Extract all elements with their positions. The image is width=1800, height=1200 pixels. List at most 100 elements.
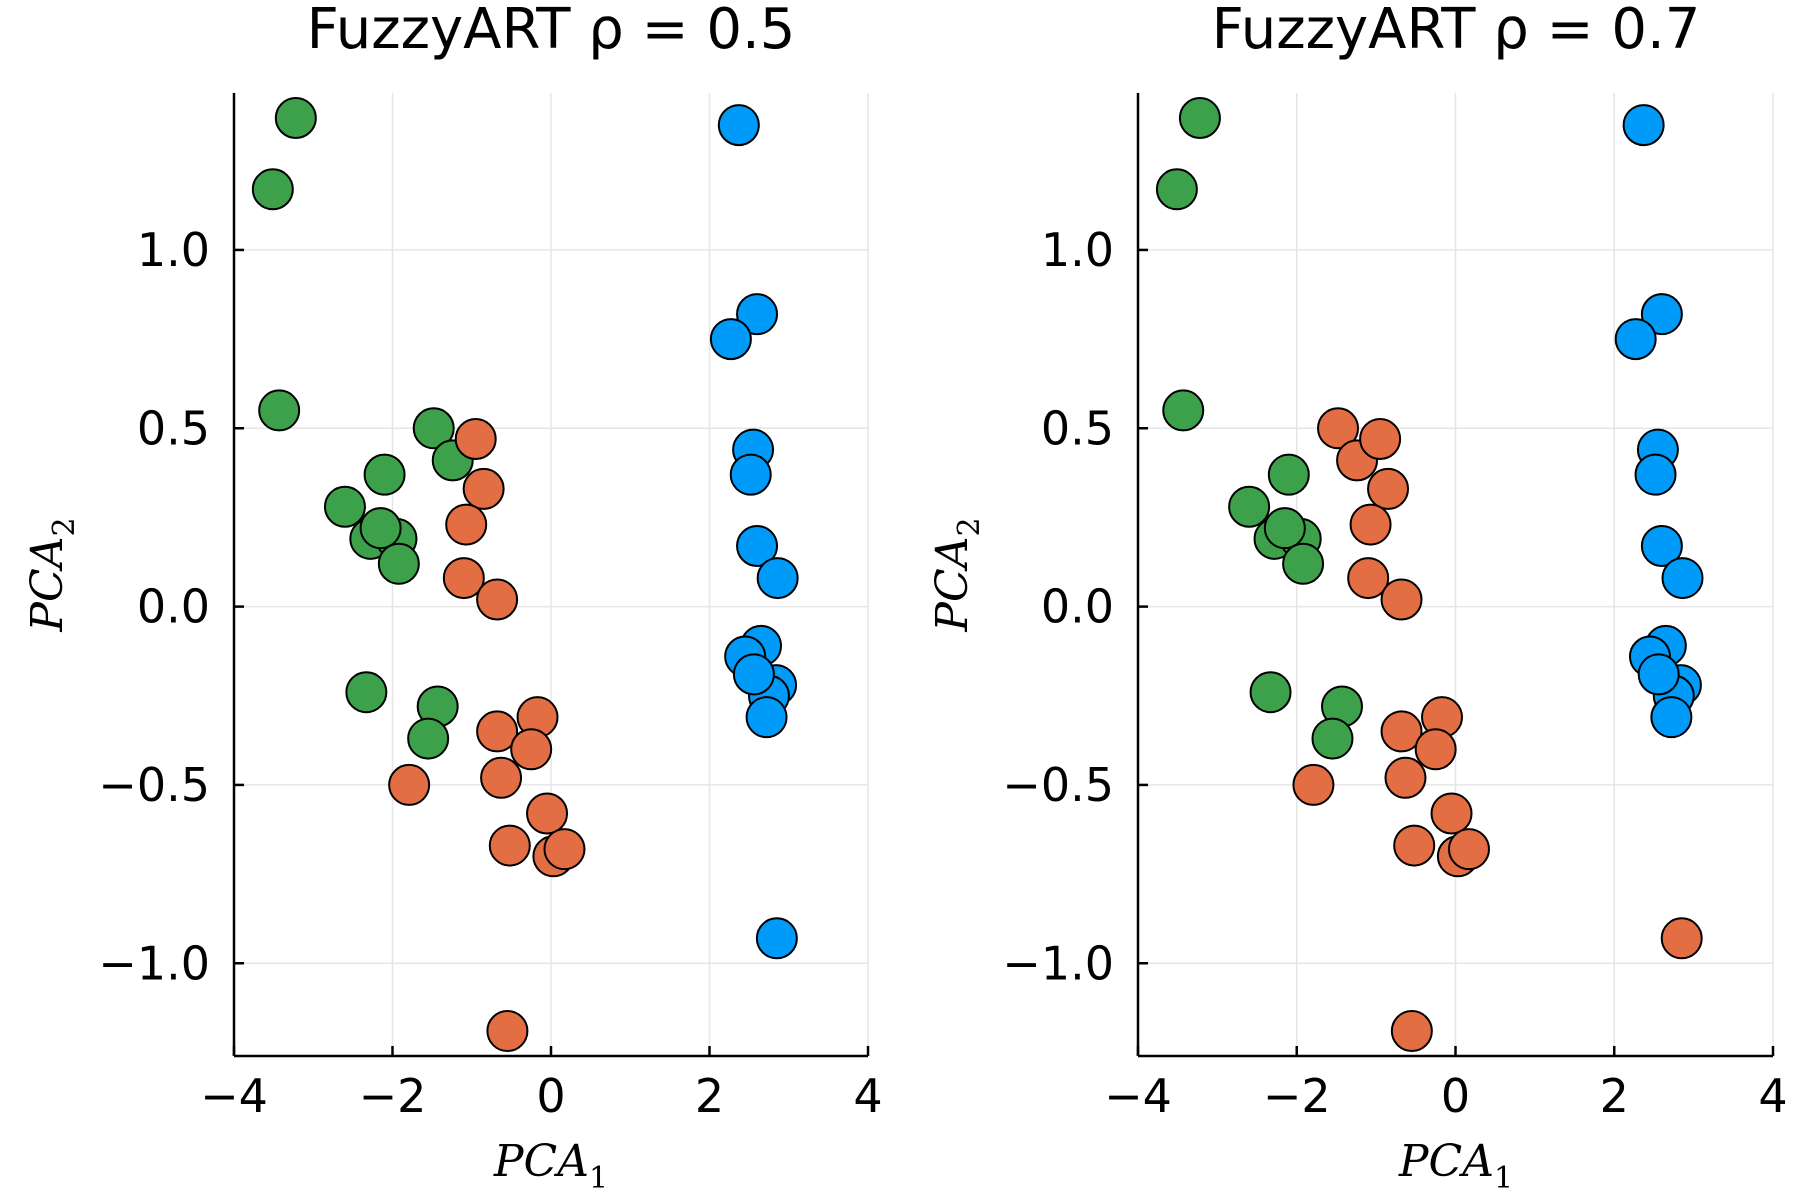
scatter-point-cluster-1 — [1267, 453, 1310, 496]
scatter-point-cluster-2 — [462, 467, 505, 510]
x-tick-label: 0 — [1441, 1069, 1470, 1123]
y-tick-label: 0.5 — [1041, 401, 1114, 455]
scatter-point-cluster-1 — [1311, 717, 1354, 760]
y-tick-label: 1.0 — [137, 223, 210, 277]
x-tick-label: 4 — [853, 1069, 882, 1123]
x-tick-label: 4 — [1758, 1069, 1787, 1123]
y-tick-label: 0.5 — [137, 401, 210, 455]
x-axis-label: PCA1 — [1398, 1136, 1513, 1196]
scatter-point-cluster-3 — [717, 104, 760, 147]
scatter-point-cluster-2 — [1359, 417, 1402, 460]
scatter-point-cluster-2 — [1349, 503, 1392, 546]
scatter-point-cluster-3 — [1640, 524, 1683, 567]
scatter-point-cluster-2 — [1414, 728, 1457, 771]
scatter-point-cluster-1 — [407, 717, 450, 760]
scatter-point-cluster-1 — [363, 453, 406, 496]
scatter-point-cluster-3 — [1661, 557, 1704, 600]
scatter-point-cluster-1 — [377, 542, 420, 585]
scatter-point-cluster-2 — [442, 557, 485, 600]
scatter-point-cluster-2 — [476, 710, 519, 753]
scatter-point-cluster-2 — [1430, 792, 1473, 835]
scatter-point-cluster-3 — [736, 293, 779, 336]
scatter-point-cluster-1 — [1249, 671, 1292, 714]
x-axis-label-subscript: 1 — [1494, 1161, 1513, 1196]
scatter-point-cluster-2 — [388, 763, 431, 806]
y-tick-label: −0.5 — [98, 758, 210, 812]
scatter-point-cluster-1 — [345, 671, 388, 714]
scatter-point-cluster-3 — [1614, 318, 1657, 361]
x-axis-label-subscript: 1 — [589, 1161, 608, 1196]
scatter-point-cluster-1 — [251, 168, 294, 211]
x-tick-label: 2 — [695, 1069, 724, 1123]
scatter-point-cluster-2 — [543, 828, 586, 871]
x-axis-label-text: PCA — [1398, 1136, 1494, 1187]
scatter-point-cluster-3 — [732, 653, 775, 696]
scatter-point-cluster-2 — [1380, 710, 1423, 753]
y-axis-label-text: PCA — [927, 537, 978, 633]
scatter-point-cluster-2 — [445, 503, 488, 546]
x-tick-label: −2 — [359, 1069, 427, 1123]
x-tick-label: −4 — [200, 1069, 268, 1123]
y-axis-label-subscript: 2 — [952, 517, 987, 536]
y-axis-label-subscript: 2 — [47, 517, 82, 536]
scatter-points — [251, 96, 799, 1053]
scatter-point-cluster-3 — [1622, 104, 1665, 147]
scatter-point-cluster-2 — [526, 792, 569, 835]
x-tick-label: −2 — [1263, 1069, 1331, 1123]
x-tick-label: −4 — [1104, 1069, 1172, 1123]
scatter-point-cluster-1 — [323, 485, 366, 528]
y-tick-label: 0.0 — [137, 580, 210, 634]
scatter-point-cluster-2 — [1347, 557, 1390, 600]
scatter-point-cluster-2 — [1367, 467, 1410, 510]
y-axis-label: PCA2 — [22, 517, 82, 632]
scatter-point-cluster-2 — [454, 417, 497, 460]
scatter-point-cluster-3 — [755, 917, 798, 960]
scatter-point-cluster-1 — [1162, 389, 1205, 432]
x-tick-label: 2 — [1600, 1069, 1629, 1123]
subplot-rho-0-7: −4 −2 0 2 4 −1.0 −0.5 0.0 0.5 1.0 FuzzyART ρ = 0.7… — [927, 0, 1788, 1196]
scatter-point-cluster-2 — [486, 1010, 529, 1053]
scatter-point-cluster-2 — [1390, 1010, 1433, 1053]
scatter-point-cluster-2 — [1317, 407, 1360, 450]
scatter-point-cluster-2 — [1447, 828, 1490, 871]
scatter-point-cluster-2 — [1384, 756, 1427, 799]
scatter-point-cluster-1 — [274, 96, 317, 139]
chart-title: FuzzyART ρ = 0.5 — [307, 0, 796, 62]
y-tick-label: −1.0 — [1002, 936, 1114, 990]
scatter-point-cluster-1 — [412, 407, 455, 450]
x-tick-label: 0 — [536, 1069, 565, 1123]
scatter-point-cluster-2 — [1292, 763, 1335, 806]
scatter-point-cluster-2 — [480, 756, 523, 799]
scatter-point-cluster-1 — [1263, 507, 1306, 550]
y-tick-label: 1.0 — [1041, 223, 1114, 277]
scatter-point-cluster-1 — [258, 389, 301, 432]
scatter-point-cluster-3 — [736, 524, 779, 567]
y-tick-label: 0.0 — [1041, 580, 1114, 634]
scatter-point-cluster-3 — [745, 696, 788, 739]
scatter-point-cluster-3 — [1640, 293, 1683, 336]
scatter-point-cluster-2 — [488, 824, 531, 867]
y-tick-label: −0.5 — [1002, 758, 1114, 812]
scatter-point-cluster-3 — [756, 557, 799, 600]
chart-title: FuzzyART ρ = 0.7 — [1212, 0, 1701, 62]
scatter-point-cluster-2 — [1660, 917, 1703, 960]
x-axis-label-text: PCA — [493, 1136, 589, 1187]
x-axis-label: PCA1 — [493, 1136, 608, 1196]
subplot-rho-0-5: −4 −2 0 2 4 −1.0 −0.5 0.0 0.5 1.0 FuzzyART ρ = 0.5… — [22, 0, 883, 1196]
scatter-point-cluster-2 — [1380, 578, 1423, 621]
scatter-point-cluster-3 — [729, 453, 772, 496]
scatter-point-cluster-2 — [510, 728, 553, 771]
scatter-points — [1155, 96, 1704, 1053]
scatter-point-cluster-1 — [1155, 168, 1198, 211]
scatter-point-cluster-2 — [1393, 824, 1436, 867]
scatter-point-cluster-3 — [1634, 453, 1677, 496]
scatter-point-cluster-1 — [359, 507, 402, 550]
scatter-point-cluster-3 — [1650, 696, 1693, 739]
scatter-point-cluster-2 — [476, 578, 519, 621]
scatter-point-cluster-1 — [1228, 485, 1271, 528]
scatter-point-cluster-3 — [709, 318, 752, 361]
scatter-point-cluster-1 — [1178, 96, 1221, 139]
scatter-point-cluster-1 — [1282, 542, 1325, 585]
y-axis-label: PCA2 — [927, 517, 987, 632]
